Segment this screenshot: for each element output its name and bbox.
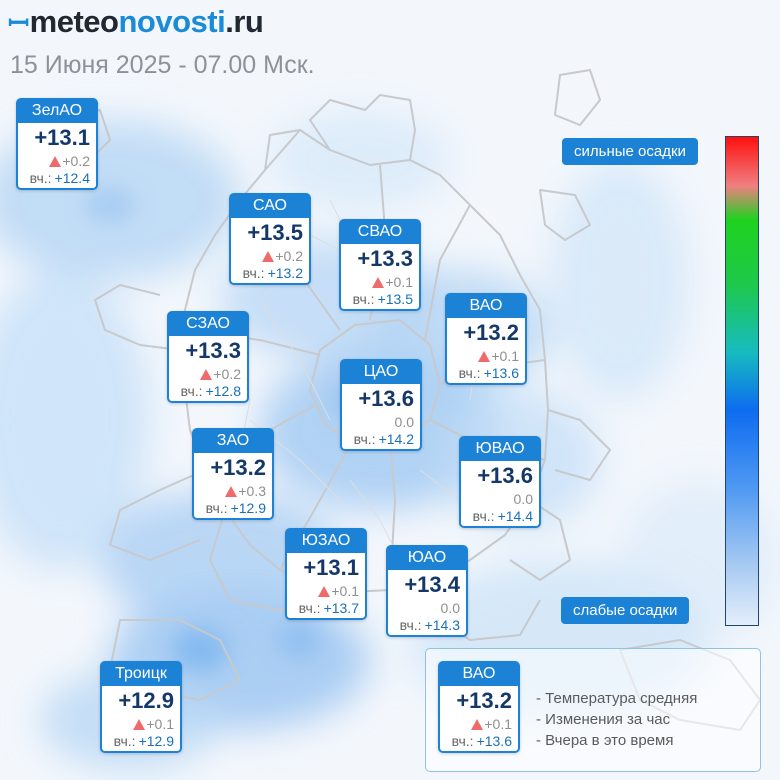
arrow-up-icon [225,486,238,497]
district-yesterday: вч.: +13.5 [352,291,413,307]
district-temp: +13.5 [247,220,303,245]
district-yesterday: вч.: +14.2 [353,431,414,447]
district-delta: +0.2 [262,248,303,264]
district-name: СЗАО [186,315,230,332]
precipitation-scale-bar [725,136,759,626]
district-name: ЮВАО [475,440,525,457]
district-temp: +13.6 [358,386,414,411]
district-card-cao: ЦАО +13.6 0.0 вч.: +14.2 [340,359,422,451]
district-delta: 0.0 [394,414,414,430]
district-temp: +13.3 [357,246,413,271]
legend-line-hourly-change: - Изменения за час [536,711,671,728]
district-name: ВАО [462,665,496,682]
district-delta: +0.1 [478,348,519,364]
district-card-yuvao: ЮВАО +13.6 0.0 вч.: +14.4 [459,436,541,528]
district-name: ЮАО [407,549,447,566]
legend-sample-card: ВАО +13.2 +0.1 вч.: +13.6 [438,661,520,753]
district-name: Троицк [115,665,167,682]
district-yesterday: вч.: +12.4 [29,170,90,186]
district-delta: +0.1 [133,716,174,732]
logo-text-domain: .ru [225,4,264,39]
district-temp: +13.4 [404,572,460,597]
arrow-up-icon [318,586,331,597]
district-yesterday: вч.: +13.2 [242,265,303,281]
district-name: ЗелАО [31,102,83,119]
district-temp: +12.9 [118,688,174,713]
district-card-szao: СЗАО +13.3 +0.2 вч.: +12.8 [167,311,249,403]
district-temp: +13.1 [34,125,90,150]
district-card-vao: ВАО +13.2 +0.1 вч.: +13.6 [445,293,527,385]
district-card-troitsk: Троицк +12.9 +0.1 вч.: +12.9 [100,661,182,753]
district-delta: +0.3 [225,483,266,499]
district-delta: 0.0 [440,600,460,616]
legend-panel: ВАО +13.2 +0.1 вч.: +13.6 - Температура с… [425,648,761,772]
arrow-up-icon [372,277,385,288]
district-yesterday: вч.: +13.6 [451,733,512,749]
district-delta: +0.2 [49,153,90,169]
district-card-yuao: ЮАО +13.4 0.0 вч.: +14.3 [386,545,468,637]
district-temp: +13.6 [477,463,533,488]
forecast-datetime: 15 Июня 2025 - 07.00 Мск. [10,51,315,79]
district-yesterday: вч.: +12.9 [113,733,174,749]
logo[interactable]: ꟷmeteonovosti.ru [8,4,264,40]
legend-line-yesterday: - Вчера в это время [536,732,674,749]
district-delta: +0.2 [200,366,241,382]
scale-label-low: слабые осадки [561,597,690,624]
district-yesterday: вч.: +12.8 [180,383,241,399]
district-card-sao: САО +13.5 +0.2 вч.: +13.2 [229,193,311,285]
arrow-up-icon [471,719,484,730]
legend-line-temperature: - Температура средняя [536,690,698,707]
arrow-up-icon [200,369,213,380]
district-delta: +0.1 [318,583,359,599]
arrow-up-icon [478,351,491,362]
district-temp: +13.1 [303,555,359,580]
arrow-up-icon [49,156,62,167]
district-yesterday: вч.: +14.3 [399,617,460,633]
legend-descriptions: - Температура средняя - Изменения за час… [536,688,697,751]
district-delta: 0.0 [513,491,533,507]
logo-text-meteo: meteo [29,4,119,39]
district-temp: +13.2 [210,455,266,480]
arrow-up-icon [262,251,275,262]
district-name: ЦАО [363,363,399,380]
district-yesterday: вч.: +13.7 [298,600,359,616]
arrow-up-icon [133,719,146,730]
district-yesterday: вч.: +14.4 [472,508,533,524]
district-temp: +13.3 [185,338,241,363]
district-temp: +13.2 [456,688,512,713]
district-delta: +0.1 [372,274,413,290]
scale-label-high: сильные осадки [562,138,698,165]
district-name: ЮЗАО [301,532,351,549]
district-yesterday: вч.: +12.9 [205,500,266,516]
district-card-svao: СВАО +13.3 +0.1 вч.: +13.5 [339,219,421,311]
district-yesterday: вч.: +13.6 [458,365,519,381]
district-name: ЗАО [216,432,250,449]
district-name: ВАО [469,297,503,314]
district-delta: +0.1 [471,716,512,732]
district-temp: +13.2 [463,320,519,345]
district-card-yuzao: ЮЗАО +13.1 +0.1 вч.: +13.7 [285,528,367,620]
district-card-zao: ЗАО +13.2 +0.3 вч.: +12.9 [192,428,274,520]
logo-text-novosti: novosti [118,4,226,39]
logo-mark-icon: ꟷ [8,8,29,38]
district-card-zelao: ЗелАО +13.1 +0.2 вч.: +12.4 [16,98,98,190]
district-name: САО [253,197,287,214]
district-name: СВАО [357,223,403,240]
